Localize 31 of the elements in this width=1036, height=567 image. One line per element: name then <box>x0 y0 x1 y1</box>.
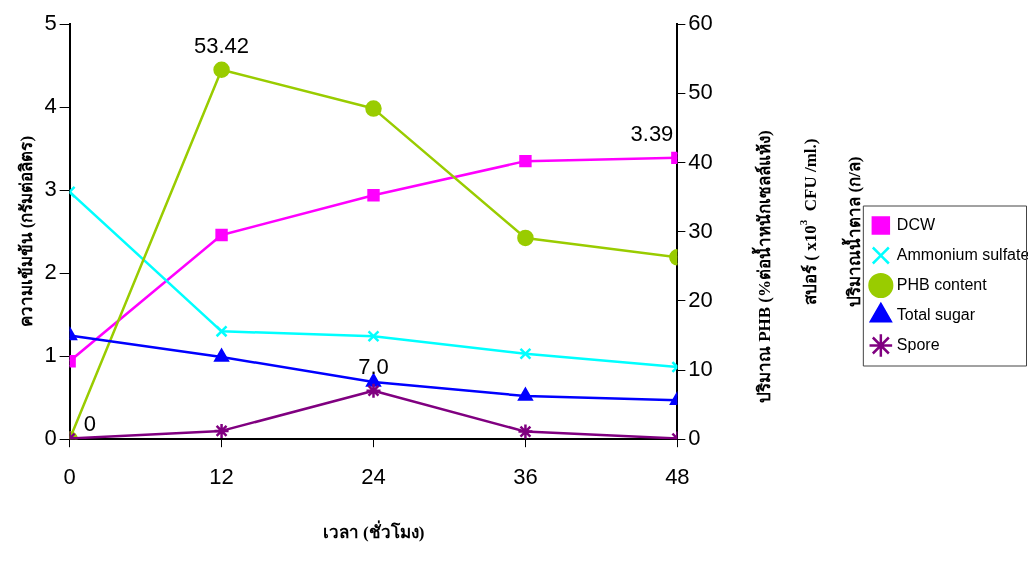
text: ปริมาณน้ำตาล (ก/ล) <box>840 156 864 307</box>
x-tick-label: 0 <box>63 464 76 490</box>
legend-label: Total sugar <box>896 305 976 323</box>
data-label: 3.39 <box>630 120 674 146</box>
data-label: 0 <box>83 411 96 437</box>
y2-tick-label: 60 <box>688 10 713 36</box>
x-tick-label: 24 <box>361 464 386 490</box>
y-tick-label: 1 <box>44 342 57 368</box>
y2-tick-label: 40 <box>688 148 713 174</box>
text: สปอร์ ( x103 CFU /ml.) <box>797 138 820 305</box>
y-tick-label: 5 <box>44 10 57 36</box>
y2-tick-label: 20 <box>688 286 713 312</box>
x-tick-label: 12 <box>209 464 234 490</box>
data-label: 53.42 <box>194 32 250 58</box>
y2-axis-title: ปริมาณ PHB (%ต่อน้ำหนักเซลล์แห้ง) <box>750 130 774 404</box>
x-tick-label: 48 <box>665 464 690 490</box>
legend-label: DCW <box>896 215 936 233</box>
legend-label: PHB content <box>896 275 988 293</box>
x-axis-title: เวลา (ชั่วโมง) <box>322 520 425 543</box>
y2-tick-label: 0 <box>688 425 701 451</box>
y2-tick-label: 10 <box>688 356 713 382</box>
y-tick-label: 2 <box>44 259 57 285</box>
data-label: 7.0 <box>358 353 389 379</box>
y-axis-title: ความเข้มข้น (กรัมต่อลิตร) <box>16 135 36 328</box>
y2-tick-label: 50 <box>688 79 713 105</box>
y2-tick-label: 30 <box>688 217 713 243</box>
y-tick-label: 3 <box>44 176 57 202</box>
x-tick-label: 36 <box>513 464 538 490</box>
y-tick-label: 4 <box>44 93 57 119</box>
legend-label: Spore <box>896 335 940 353</box>
y-tick-label: 0 <box>44 425 57 451</box>
